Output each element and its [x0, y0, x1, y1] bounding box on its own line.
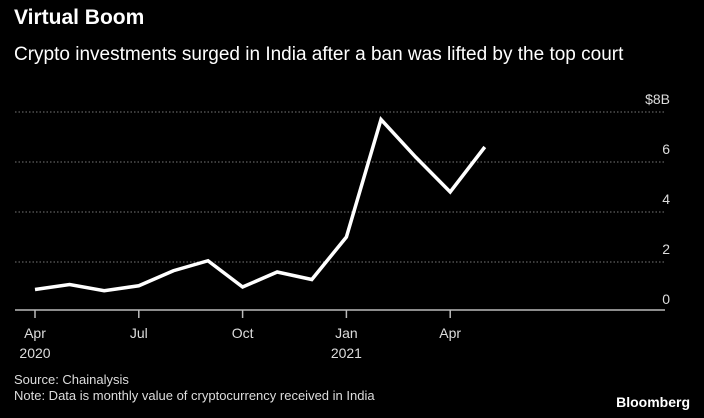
- line-chart: 0 2 4 6 $8B Apr 2020 Jul Oct Jan 2021 Apr: [15, 91, 670, 361]
- y-tick-label: 0: [662, 291, 670, 307]
- x-tick-label: Jan: [335, 325, 358, 341]
- x-tick-year-label: 2020: [19, 345, 50, 361]
- y-tick-label: 4: [662, 191, 670, 207]
- x-tick-label: Oct: [232, 325, 254, 341]
- x-tick-label: Apr: [439, 325, 461, 341]
- x-tick-year-label: 2021: [331, 345, 362, 361]
- y-tick-label: $8B: [645, 91, 670, 107]
- y-tick-label: 6: [662, 141, 670, 157]
- chart-subtitle: Crypto investments surged in India after…: [14, 44, 624, 65]
- bloomberg-logo: Bloomberg: [616, 394, 690, 410]
- x-tick-label: Jul: [130, 325, 148, 341]
- chart-title: Virtual Boom: [14, 6, 145, 29]
- series-line: [34, 116, 487, 293]
- data-note: Note: Data is monthly value of cryptocur…: [14, 388, 375, 403]
- source-note: Source: Chainalysis: [14, 372, 129, 387]
- y-tick-label: 2: [662, 241, 670, 257]
- x-tick-label: Apr: [24, 325, 46, 341]
